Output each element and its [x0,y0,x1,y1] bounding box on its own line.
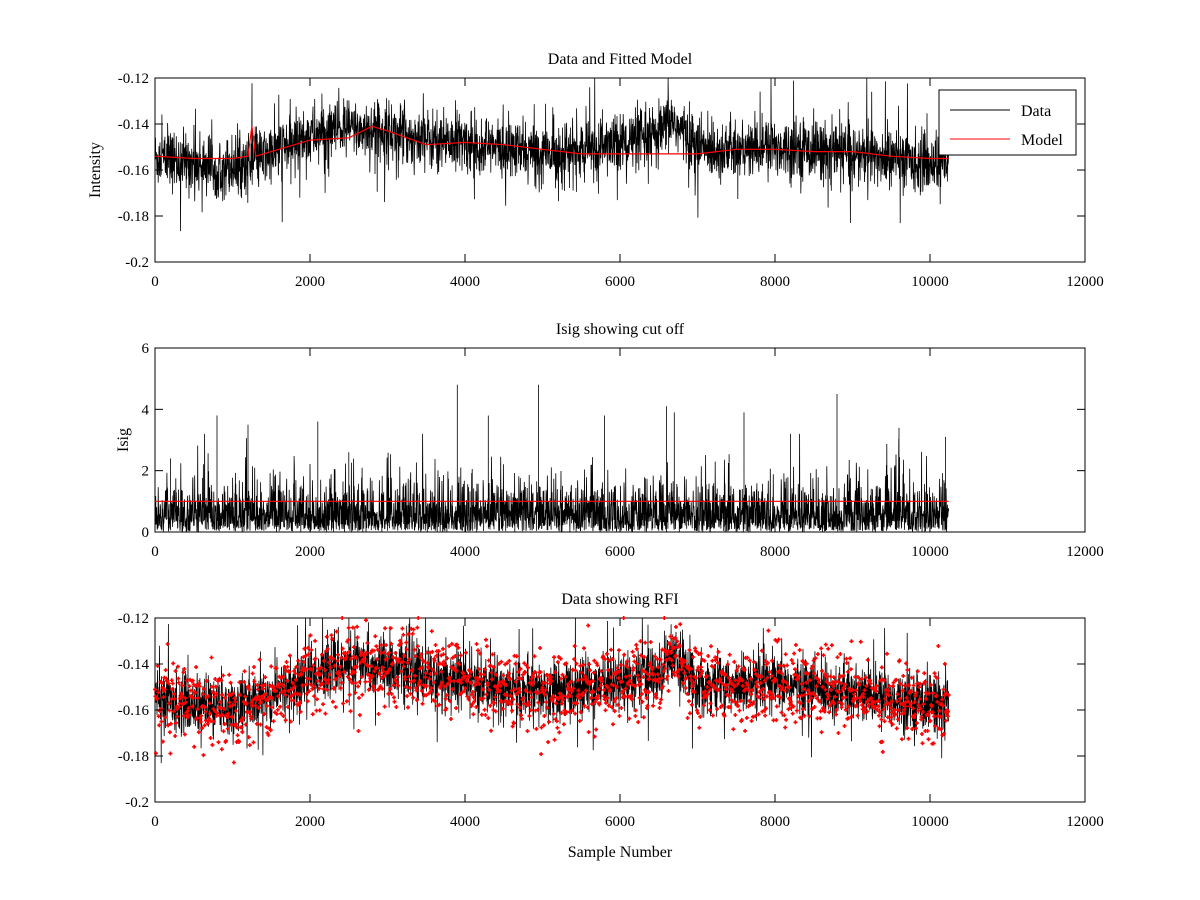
x-tick-label: 8000 [760,274,790,290]
x-tick-label: 6000 [605,814,635,830]
y-tick-label: -0.2 [125,795,149,811]
legend-label-data: Data [1021,103,1051,120]
panel-title: Data and Fitted Model [548,51,693,68]
x-tick-label: 0 [151,814,159,830]
series-layer [154,384,949,533]
y-axis-label: Isig [115,428,132,452]
y-tick-label: 2 [142,464,150,480]
y-tick-label: -0.14 [118,117,150,133]
x-axis-label: Sample Number [568,844,673,861]
x-tick-label: 4000 [450,544,480,560]
x-tick-label: 8000 [760,544,790,560]
y-tick-label: -0.2 [125,255,149,271]
x-tick-label: 10000 [911,544,949,560]
series-data [154,77,949,232]
y-tick-label: 6 [142,341,150,357]
panel-title: Isig showing cut off [556,321,685,338]
y-tick-label: -0.14 [118,657,150,673]
x-tick-label: 4000 [450,274,480,290]
panel-data-and-model: Data and Fitted Model 0 2000 4000 6000 8000 1… [87,51,1104,290]
y-tick-label: -0.16 [118,163,150,179]
x-tick-label: 10000 [911,274,949,290]
x-tick-label: 2000 [295,544,325,560]
panel-title: Data showing RFI [561,591,678,608]
x-tick-label: 0 [151,544,159,560]
x-tick-label: 10000 [911,814,949,830]
legend-label-model: Model [1021,132,1063,149]
x-tick-label: 4000 [450,814,480,830]
y-tick-label: -0.12 [118,71,149,87]
series-model [154,125,949,160]
panel-rfi: Data showing RFI 0 2000 4000 6000 8000 10000 1… [118,591,1104,861]
x-tick-label: 2000 [295,274,325,290]
tick-layer: 0 2000 4000 6000 8000 10000 12000 -0.2 -0.18 -0.1… [118,71,1104,290]
legend: Data Model [938,89,1077,156]
y-tick-label: -0.18 [118,749,149,765]
tick-layer: 0 2000 4000 6000 8000 10000 12000 -0.2 -0.18 -0.1… [118,611,1104,830]
x-tick-label: 8000 [760,814,790,830]
y-tick-label: 0 [142,525,150,541]
series-rfi [153,616,951,765]
series-isig [154,384,949,533]
series-layer [153,616,951,765]
x-tick-label: 6000 [605,274,635,290]
legend-box [938,89,1077,156]
series-layer [154,77,949,232]
panel-isig: Isig showing cut off 0 2000 4000 6000 8000 10… [115,321,1104,560]
y-tick-label: 4 [142,402,150,418]
tick-layer: 0 2000 4000 6000 8000 10000 12000 0 2 4 6 [142,341,1104,560]
x-tick-label: 12000 [1066,544,1104,560]
y-tick-label: -0.12 [118,611,149,627]
x-tick-label: 2000 [295,814,325,830]
y-axis-label: Intensity [87,142,104,198]
x-tick-label: 12000 [1066,274,1104,290]
x-tick-label: 6000 [605,544,635,560]
x-tick-label: 12000 [1066,814,1104,830]
y-tick-label: -0.18 [118,209,149,225]
y-tick-label: -0.16 [118,703,150,719]
x-tick-label: 0 [151,274,159,290]
